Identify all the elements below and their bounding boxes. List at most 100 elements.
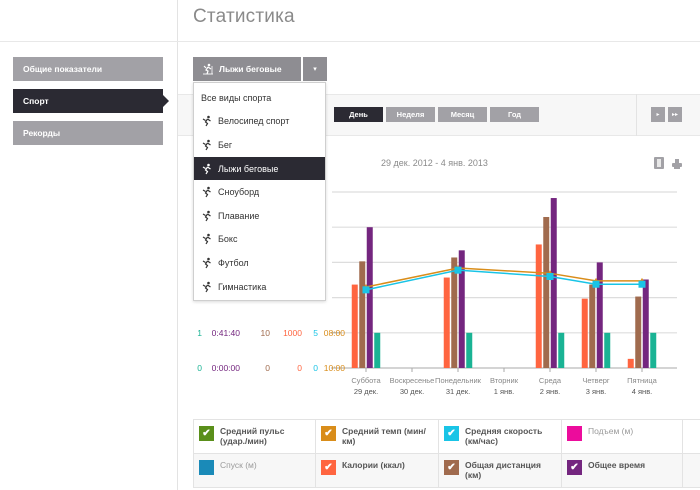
bar-time — [550, 198, 557, 368]
tab-week[interactable]: Неделя — [386, 107, 435, 122]
export-icon[interactable] — [654, 157, 664, 169]
checkbox-checked-icon[interactable]: ✔ — [444, 426, 459, 441]
checkbox-checked-icon[interactable]: ✔ — [199, 426, 214, 441]
sport-option-label: Все виды спорта — [201, 92, 272, 103]
x-tick-label-day: Среда — [539, 376, 562, 385]
period-nav: ▸ ▸▸ — [651, 107, 682, 122]
x-tick-label-date: 3 янв. — [586, 387, 607, 396]
x-tick-label-day: Четверг — [582, 376, 610, 385]
bar-distance — [635, 296, 642, 368]
sport-option[interactable]: Сноуборд — [194, 180, 325, 204]
y-tick-label: 0 — [297, 363, 302, 373]
date-range: 29 дек. 2012 - 4 янв. 2013 — [381, 158, 488, 168]
bar-distance — [359, 261, 366, 368]
chevron-down-icon[interactable]: ▾ — [303, 57, 327, 81]
x-tick-label-day: Суббота — [351, 376, 381, 385]
bar-calories — [443, 277, 450, 368]
bar-time — [458, 250, 465, 368]
tab-year[interactable]: Год — [490, 107, 539, 122]
checkbox-checked-icon[interactable]: ✔ — [321, 426, 336, 441]
bar-workouts — [604, 332, 611, 368]
sidebar-item-overview[interactable]: Общие показатели — [13, 57, 163, 81]
bar-time — [642, 279, 649, 368]
legend-toggle[interactable]: ✔ Средний пульс (удар./мин) — [193, 420, 316, 453]
skiing-icon — [201, 163, 213, 175]
sport-option-label: Плавание — [218, 210, 260, 221]
legend-toggle[interactable]: Спуск (м) — [193, 454, 316, 487]
legend-row: ✔ Средний пульс (удар./мин) ✔ Средний темп … — [193, 420, 700, 454]
checkbox-checked-icon[interactable]: ✔ — [321, 460, 336, 475]
sport-option[interactable]: Плавание — [194, 204, 325, 228]
y-tick-label: 0 — [265, 363, 270, 373]
stats-chart: 0 1 0:00:00 0:41:40 0 10 0 1000 0 5 10:00 08:00 Субб… — [197, 191, 677, 396]
sport-dropdown-menu: Все виды спорта Велосипед спорт Бег Лыжи бе… — [193, 82, 326, 301]
sidebar-item-sport[interactable]: Спорт — [13, 89, 169, 113]
y-tick-label: 0 — [313, 363, 318, 373]
legend-toggle[interactable]: ✔ Общее время — [562, 454, 683, 487]
y-tick-label: 08:00 — [324, 328, 346, 338]
x-tick-label-day: Пятница — [627, 376, 658, 385]
last-period-button[interactable]: ▸▸ — [668, 107, 682, 122]
sport-option[interactable]: Бег — [194, 133, 325, 157]
y-tick-label: 0 — [197, 363, 202, 373]
y-tick-label: 1000 — [283, 328, 302, 338]
y-tick-label: 0:41:40 — [212, 328, 241, 338]
checkbox-checked-icon[interactable]: ✔ — [444, 460, 459, 475]
cycling-icon — [201, 115, 213, 127]
header-divider — [0, 41, 700, 42]
y-tick-label: 10:00 — [324, 363, 346, 373]
x-tick-label-date: 1 янв. — [494, 387, 515, 396]
sport-option[interactable]: Лыжи беговые — [194, 156, 325, 181]
x-tick-label-date: 31 дек. — [446, 387, 470, 396]
checkbox-unchecked-icon[interactable] — [199, 460, 214, 475]
bar-calories — [581, 298, 588, 368]
point-speed — [638, 280, 646, 288]
bar-distance — [451, 257, 458, 368]
bar-workouts — [374, 332, 381, 368]
y-tick-label: 5 — [313, 328, 318, 338]
boxing-icon — [201, 233, 213, 245]
legend-label: Средний темп (мин/км) — [342, 426, 426, 446]
sport-option[interactable]: Гимнастика — [194, 275, 325, 299]
sport-option[interactable]: Футбол — [194, 251, 325, 275]
sidebar: Общие показатели Спорт Рекорды — [13, 57, 169, 153]
checkbox-unchecked-icon[interactable] — [567, 426, 582, 441]
tab-month[interactable]: Месяц — [438, 107, 487, 122]
bar-calories — [627, 358, 634, 368]
point-speed — [592, 280, 600, 288]
sport-option[interactable]: Велосипед спорт — [194, 110, 325, 134]
football-icon — [201, 257, 213, 269]
sidebar-item-records[interactable]: Рекорды — [13, 121, 163, 145]
legend-label: Общее время — [588, 460, 646, 470]
swimming-icon — [201, 210, 213, 222]
next-period-button[interactable]: ▸ — [651, 107, 665, 122]
sidebar-item-label: Общие показатели — [23, 64, 103, 74]
legend-toggle[interactable]: ✔ Средняя скорость (км/час) — [439, 420, 562, 453]
checkbox-checked-icon[interactable]: ✔ — [567, 460, 582, 475]
sport-option-label: Футбол — [218, 257, 249, 268]
bar-distance — [543, 216, 550, 368]
legend-toggle[interactable]: ✔ Средний темп (мин/км) — [316, 420, 439, 453]
legend-toggle[interactable]: Подъем (м) — [562, 420, 683, 453]
legend-toggle[interactable]: ✔ Общая дистанция (км) — [439, 454, 562, 487]
sport-option[interactable]: Все виды спорта — [194, 86, 325, 110]
sidebar-divider — [177, 0, 178, 490]
chart-legend: ✔ Средний пульс (удар./мин) ✔ Средний темп … — [193, 419, 700, 488]
tab-day[interactable]: День — [334, 107, 383, 122]
x-tick-label-date: 30 дек. — [400, 387, 424, 396]
bar-distance — [589, 284, 596, 368]
sport-select-button[interactable]: Лыжи беговые — [193, 57, 301, 81]
sport-option-label: Сноуборд — [218, 187, 260, 198]
sidebar-item-label: Рекорды — [23, 128, 61, 138]
legend-label: Средняя скорость (км/час) — [465, 426, 543, 446]
sport-option[interactable]: Бокс — [194, 228, 325, 252]
sport-option-label: Бег — [218, 139, 233, 150]
legend-row: Спуск (м) ✔ Калории (ккал) ✔ Общая дистанция… — [193, 454, 700, 488]
x-tick-label-day: Понедельник — [435, 376, 482, 385]
print-icon[interactable] — [671, 157, 683, 169]
sport-option-label: Гимнастика — [218, 281, 267, 292]
point-speed — [362, 286, 370, 294]
x-tick-label-date: 2 янв. — [540, 387, 561, 396]
page-title: Статистика — [193, 6, 295, 27]
legend-toggle[interactable]: ✔ Калории (ккал) — [316, 454, 439, 487]
